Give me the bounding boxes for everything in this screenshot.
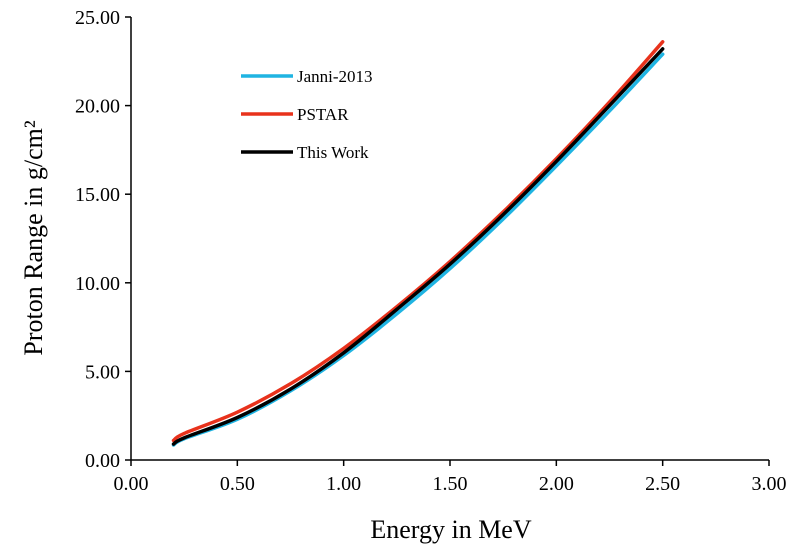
- x-tick-label: 1.50: [433, 473, 468, 495]
- x-tick-label: 2.00: [539, 473, 574, 495]
- y-tick-label: 5.00: [85, 361, 120, 383]
- x-tick-label: 2.50: [645, 473, 680, 495]
- legend-label-janni-2013: Janni-2013: [297, 67, 373, 86]
- x-tick-label: 0.00: [114, 473, 149, 495]
- y-tick-label: 15.00: [75, 184, 120, 206]
- x-tick-label: 0.50: [220, 473, 255, 495]
- legend: Janni-2013 PSTAR This Work: [241, 67, 373, 162]
- y-tick-label: 20.00: [75, 96, 120, 118]
- series-lines: [171, 40, 665, 447]
- y-tick-label: 25.00: [75, 7, 120, 29]
- x-ticks: 0.00 0.50 1.00 1.50 2.00 2.50 3.00: [114, 460, 787, 495]
- series-line-this-work: [171, 47, 665, 446]
- x-axis-title: Energy in MeV: [370, 515, 531, 544]
- plot-area: 0.00 0.50 1.00 1.50 2.00 2.50 3.00 0.00 5.00 10.…: [75, 7, 787, 495]
- series-line-pstar: [171, 40, 665, 443]
- y-tick-label: 10.00: [75, 273, 120, 295]
- y-ticks: 0.00 5.00 10.00 15.00 20.00 25.00: [75, 7, 131, 472]
- y-axis-title: Proton Range in g/cm²: [19, 120, 48, 355]
- y-tick-label: 0.00: [85, 450, 120, 472]
- legend-label-this-work: This Work: [297, 143, 369, 162]
- x-tick-label: 1.00: [326, 473, 361, 495]
- legend-label-pstar: PSTAR: [297, 105, 349, 124]
- x-tick-label: 3.00: [752, 473, 787, 495]
